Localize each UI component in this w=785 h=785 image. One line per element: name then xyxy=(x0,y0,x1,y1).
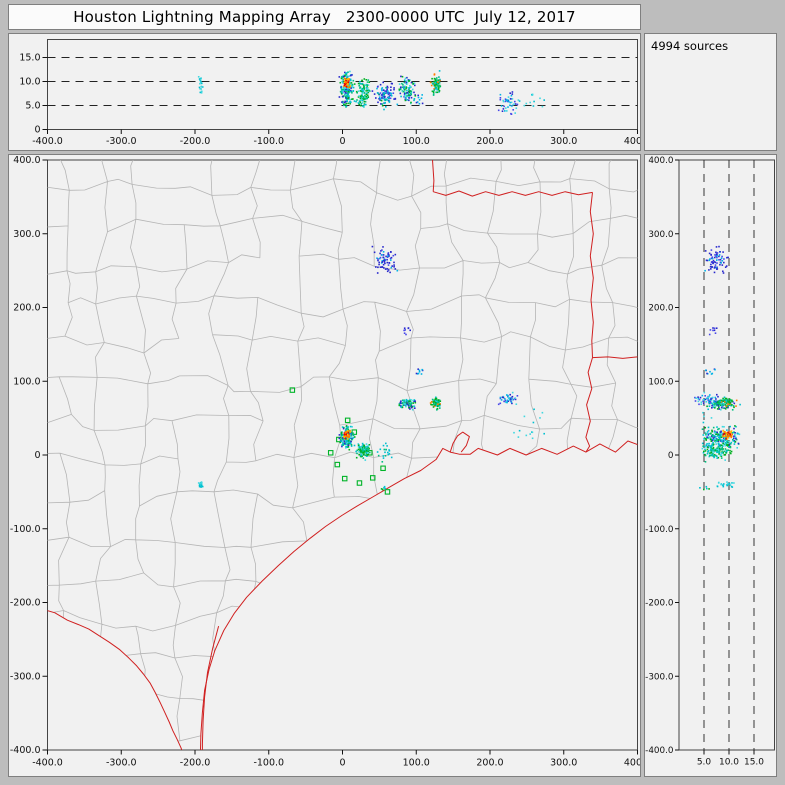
svg-text:200.0: 200.0 xyxy=(648,304,674,314)
svg-text:100.0: 100.0 xyxy=(403,758,430,769)
sources-count: 4994 sources xyxy=(651,39,729,53)
svg-text:0: 0 xyxy=(668,451,674,461)
svg-text:0: 0 xyxy=(339,136,345,147)
svg-text:-100.0: -100.0 xyxy=(645,525,674,535)
svg-text:-100.0: -100.0 xyxy=(253,758,284,769)
svg-text:0: 0 xyxy=(339,758,345,769)
county-lines xyxy=(47,160,638,750)
state-boundaries xyxy=(47,160,638,750)
altitude-ns-panel: 400.0 300.0 200.0 100.0 0 -100.0 -200.0 -300.0 -… xyxy=(644,154,777,777)
svg-text:-200.0: -200.0 xyxy=(180,758,211,769)
svg-text:300.0: 300.0 xyxy=(648,230,674,240)
svg-text:300.0: 300.0 xyxy=(550,758,577,769)
sources-count-panel: 4994 sources xyxy=(644,33,777,151)
svg-text:-400.0: -400.0 xyxy=(645,746,674,756)
svg-text:400.0: 400.0 xyxy=(624,136,640,147)
svg-text:-100.0: -100.0 xyxy=(253,136,284,147)
svg-text:5.0: 5.0 xyxy=(697,758,712,768)
svg-text:100.0: 100.0 xyxy=(648,377,674,387)
svg-text:-300.0: -300.0 xyxy=(106,136,137,147)
altitude-gridlines-vertical xyxy=(703,160,755,750)
svg-text:-300.0: -300.0 xyxy=(645,672,674,682)
svg-text:-300.0: -300.0 xyxy=(10,671,41,682)
svg-text:-200.0: -200.0 xyxy=(645,599,674,609)
svg-text:-400.0: -400.0 xyxy=(32,758,63,769)
svg-text:400.0: 400.0 xyxy=(13,155,40,166)
page-title: Houston Lightning Mapping Array 2300-000… xyxy=(73,8,576,26)
plan-view-panel: 400.0 300.0 200.0 100.0 0 -100.0 -200.0 -300.0 -… xyxy=(8,154,641,777)
svg-text:-200.0: -200.0 xyxy=(10,598,41,609)
map-content xyxy=(47,160,638,750)
altitude-ew-panel: 15.0 10.0 5.0 0 -400.0 -300.0 -200.0 -100.0 0 100… xyxy=(8,33,641,151)
svg-text:5.0: 5.0 xyxy=(25,101,40,112)
title-bar: Houston Lightning Mapping Array 2300-000… xyxy=(8,4,641,30)
svg-text:200.0: 200.0 xyxy=(476,136,503,147)
svg-text:300.0: 300.0 xyxy=(550,136,577,147)
map-axes: 400.0 300.0 200.0 100.0 0 -100.0 -200.0 -300.0 -… xyxy=(10,155,640,768)
ew-altitude-plot[interactable]: 15.010.05.00-400.0 -300.0 -200.0 -100.0 0 100… xyxy=(9,34,640,150)
ew-scatter xyxy=(197,70,545,115)
svg-text:200.0: 200.0 xyxy=(476,758,503,769)
map-scatter xyxy=(197,245,545,491)
svg-text:400.0: 400.0 xyxy=(648,156,674,166)
ew-plot-frame xyxy=(47,39,638,130)
svg-text:15.0: 15.0 xyxy=(19,53,40,64)
svg-text:100.0: 100.0 xyxy=(13,376,40,387)
svg-text:-300.0: -300.0 xyxy=(106,758,137,769)
svg-text:15.0: 15.0 xyxy=(744,758,764,768)
svg-text:-200.0: -200.0 xyxy=(180,136,211,147)
ns-axes: 400.0 300.0 200.0 100.0 0 -100.0 -200.0 -300.0 -… xyxy=(645,156,764,768)
svg-text:0: 0 xyxy=(34,450,40,461)
ns-altitude-plot[interactable]: 400.0 300.0 200.0 100.0 0 -100.0 -200.0 -300.0 -… xyxy=(645,155,776,776)
svg-text:10.0: 10.0 xyxy=(719,758,739,768)
svg-text:-400.0: -400.0 xyxy=(10,745,41,756)
svg-text:-400.0: -400.0 xyxy=(32,136,63,147)
ew-axes: 15.010.05.00-400.0 -300.0 -200.0 -100.0 0 100… xyxy=(19,53,640,147)
plan-view-map[interactable]: 400.0 300.0 200.0 100.0 0 -100.0 -200.0 -300.0 -… xyxy=(9,155,640,776)
svg-text:-100.0: -100.0 xyxy=(10,524,41,535)
svg-text:10.0: 10.0 xyxy=(19,77,40,88)
ns-plot-frame xyxy=(678,159,775,751)
svg-text:200.0: 200.0 xyxy=(13,303,40,314)
svg-text:100.0: 100.0 xyxy=(403,136,430,147)
svg-text:0: 0 xyxy=(34,125,40,136)
ns-scatter xyxy=(694,245,741,491)
svg-text:400.0: 400.0 xyxy=(624,758,640,769)
svg-text:300.0: 300.0 xyxy=(13,229,40,240)
